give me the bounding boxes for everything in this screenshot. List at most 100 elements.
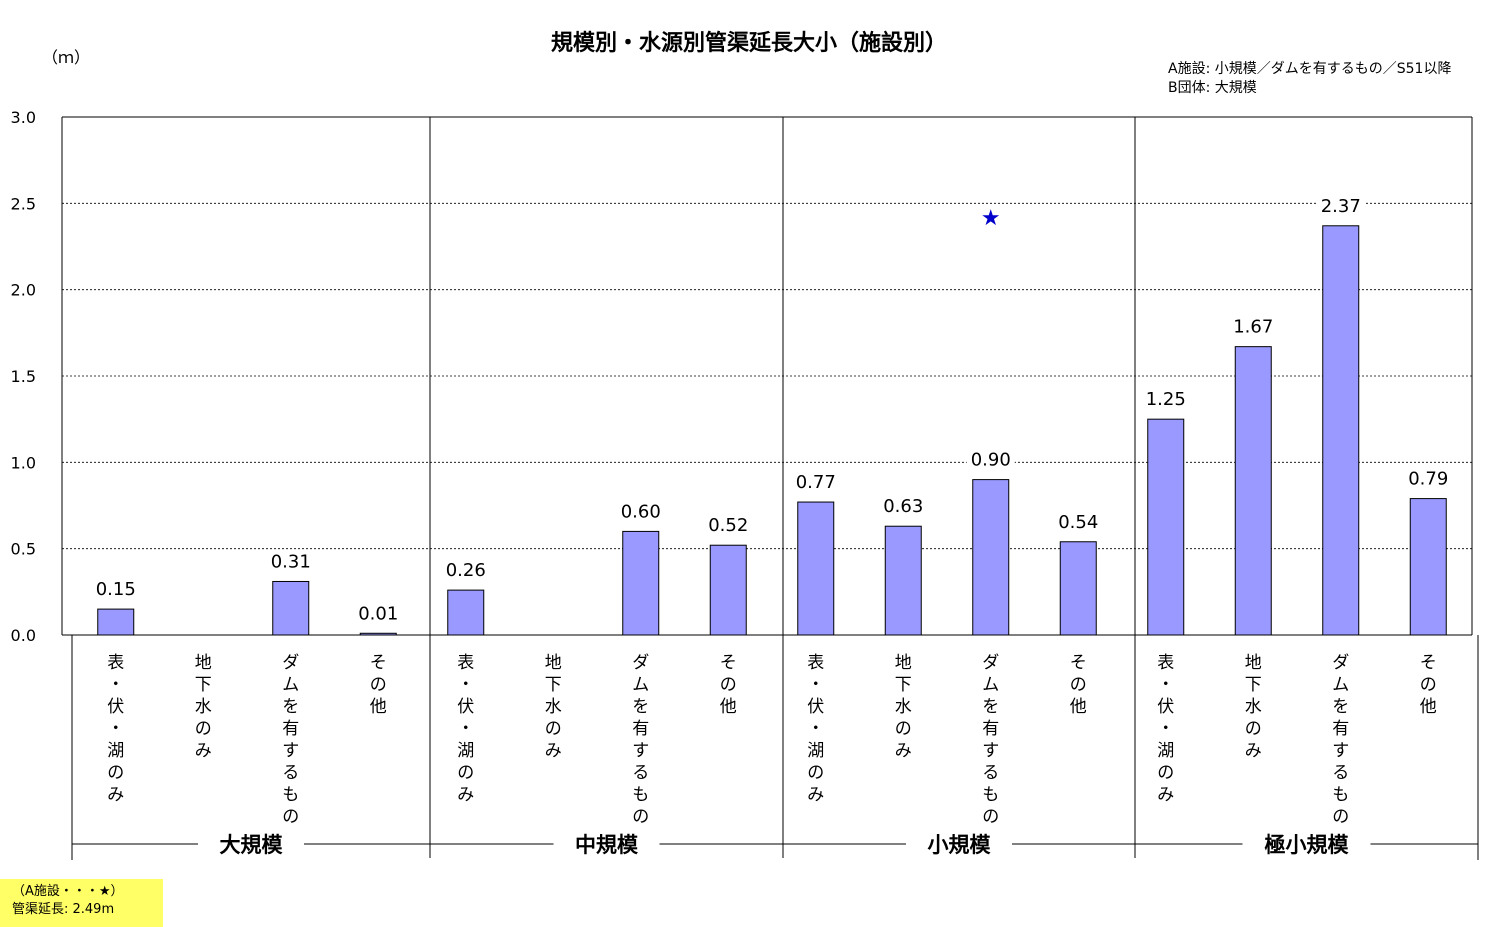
category-label-char: ダ (1332, 653, 1349, 673)
data-label: 0.01 (358, 603, 398, 624)
y-tick-label: 1.5 (11, 367, 36, 386)
category-label-char: 表 (1157, 653, 1174, 673)
category-label-char: み (1245, 741, 1262, 761)
y-tick-label: 2.0 (11, 281, 36, 300)
category-label-char: 有 (982, 719, 999, 739)
bar (972, 479, 1010, 636)
category-label-char: す (1332, 741, 1349, 761)
category-label-char: の (720, 675, 737, 695)
category-label-char: ・ (807, 719, 824, 739)
category-label-char: 下 (1245, 675, 1262, 695)
category-label-char: 有 (282, 719, 299, 739)
category-label-char: ・ (457, 675, 474, 695)
data-label-bg (354, 601, 403, 625)
category-label-char: 水 (195, 697, 212, 717)
category-label-char: 湖 (807, 741, 824, 761)
category-label-char: 水 (1245, 697, 1262, 717)
note-a-facility: A施設: 小規模／ダムを有するもの／S51以降 (1168, 61, 1452, 77)
data-label: 0.52 (708, 515, 748, 536)
category-label-char: の (1420, 675, 1437, 695)
data-label-bg (441, 558, 490, 582)
group-label: 極小規模 (1265, 833, 1350, 857)
category-label-char: の (807, 763, 824, 783)
category-label-char: そ (370, 653, 387, 673)
data-label-bg (966, 447, 1015, 471)
category-label-char: の (282, 807, 299, 827)
category-label-char: の (195, 719, 212, 739)
category-label-char: 水 (895, 697, 912, 717)
category-label-char: す (632, 741, 649, 761)
data-label-bg (616, 499, 665, 523)
y-tick-label: 0.0 (11, 626, 36, 645)
category-label-char: み (107, 785, 124, 805)
note-b-organization: B団体: 大規模 (1168, 80, 1257, 96)
category-label-char: 表 (807, 653, 824, 673)
group-label-bg (198, 830, 304, 858)
data-label-bg (1054, 509, 1103, 533)
category-label-char: る (632, 763, 649, 783)
category-label-char: ・ (457, 719, 474, 739)
category-label-char: 表 (457, 653, 474, 673)
category-label-char: 他 (1070, 697, 1087, 717)
category-label-char: 地 (545, 653, 562, 673)
legend-line-1: （A施設・・・★） (12, 884, 124, 899)
data-label-bg (1316, 193, 1365, 217)
category-label-char: も (282, 785, 299, 805)
category-label-char: の (545, 719, 562, 739)
bar (97, 608, 135, 636)
category-label-char: 下 (895, 675, 912, 695)
category-label-char: 湖 (107, 741, 124, 761)
data-label-bg (1229, 314, 1278, 338)
data-label: 0.79 (1408, 469, 1448, 490)
group-label: 小規模 (928, 833, 992, 857)
category-label-char: を (632, 697, 649, 717)
data-label: 1.67 (1233, 317, 1273, 338)
data-label: 2.37 (1321, 196, 1361, 217)
category-label-char: の (457, 763, 474, 783)
category-label-char: る (282, 763, 299, 783)
group-label: 中規模 (575, 833, 639, 857)
category-label-char: も (1332, 785, 1349, 805)
category-label-char: 他 (370, 697, 387, 717)
category-label-char: み (457, 785, 474, 805)
category-label-char: 地 (195, 653, 212, 673)
data-label-bg (791, 470, 840, 494)
category-label-char: ・ (1157, 719, 1174, 739)
data-label-bg (266, 549, 315, 573)
category-label-char: 地 (895, 653, 912, 673)
bar (1147, 418, 1185, 636)
data-label: 0.77 (796, 472, 836, 493)
bar (797, 501, 835, 636)
data-label-bg (879, 494, 928, 518)
category-label-char: の (895, 719, 912, 739)
category-label-char: ・ (107, 719, 124, 739)
y-tick-label: 1.0 (11, 453, 36, 472)
category-label-char: ダ (632, 653, 649, 673)
data-label: 0.63 (883, 496, 923, 517)
data-label: 0.90 (971, 450, 1011, 471)
category-label-char: る (1332, 763, 1349, 783)
data-label: 0.60 (621, 501, 661, 522)
category-label-char: 伏 (1157, 697, 1174, 717)
category-label-char: の (1245, 719, 1262, 739)
category-label-char: ・ (807, 675, 824, 695)
category-label-char: み (195, 741, 212, 761)
category-label-char: 伏 (807, 697, 824, 717)
category-label-char: 下 (195, 675, 212, 695)
data-label: 0.15 (96, 579, 136, 600)
data-label-bg (1141, 387, 1190, 411)
category-label-char: ム (1332, 675, 1349, 695)
category-label-char: の (1070, 675, 1087, 695)
group-label-bg (906, 830, 1012, 858)
data-label-bg (1404, 466, 1453, 490)
y-tick-label: 3.0 (11, 108, 36, 127)
bar (447, 589, 485, 636)
category-label-char: も (982, 785, 999, 805)
category-label-char: ・ (107, 675, 124, 695)
bar (709, 544, 747, 636)
category-label-char: の (370, 675, 387, 695)
category-label-char: 地 (1245, 653, 1262, 673)
bar (884, 525, 922, 636)
category-label-char: み (545, 741, 562, 761)
y-tick-label: 2.5 (11, 194, 36, 213)
